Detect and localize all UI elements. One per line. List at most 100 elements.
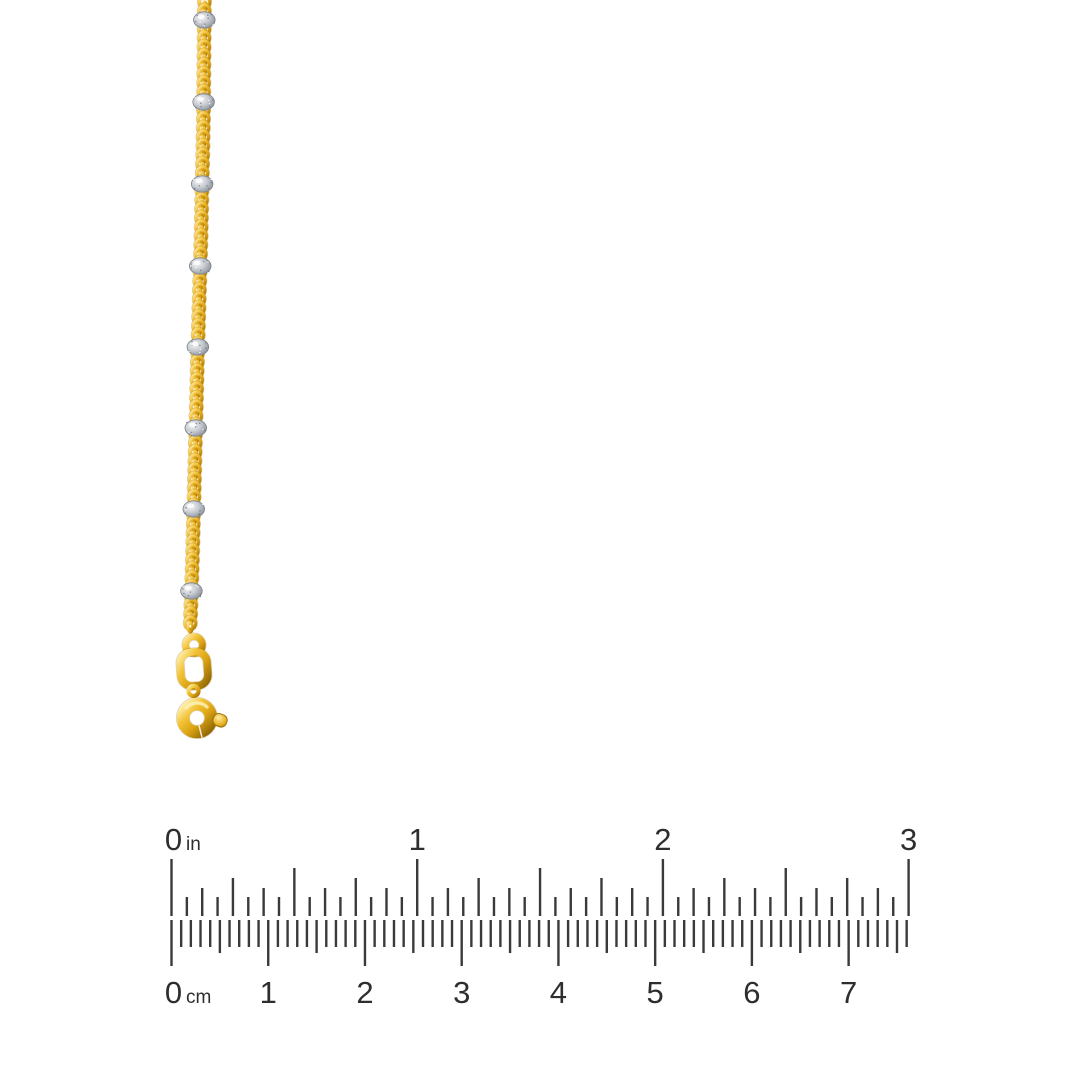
- bead-speckle: [196, 14, 199, 17]
- bead-speckle: [198, 422, 201, 424]
- bead-speckle: [195, 106, 197, 109]
- bead-speckle: [211, 99, 214, 101]
- ruler: 0 in 1 2 30 cm 1 2 3 4 5 6 7: [165, 822, 917, 1010]
- chain-link: [194, 237, 208, 253]
- bead-speckle: [202, 260, 205, 263]
- cm-number-label: 7: [840, 975, 857, 1010]
- bead: [193, 11, 216, 29]
- chain-link: [190, 363, 205, 379]
- bead-speckle: [199, 594, 202, 596]
- chain-link: [188, 444, 203, 460]
- bead-speckle: [207, 187, 210, 190]
- chain-link: [185, 543, 200, 559]
- bead-speckle: [190, 267, 193, 269]
- cm-number-label: 4: [550, 975, 567, 1010]
- bead-speckle: [205, 347, 207, 350]
- bead-speckle: [210, 178, 212, 181]
- bead-speckle: [195, 426, 197, 428]
- inch-unit-label: in: [186, 834, 201, 855]
- chain-link: [194, 219, 209, 235]
- bead-speckle: [193, 187, 196, 190]
- chain-link: [196, 75, 211, 91]
- chain-link: [197, 66, 211, 82]
- bead-speckle: [184, 509, 187, 511]
- bead-speckle: [203, 24, 206, 27]
- chain-link: [187, 480, 202, 496]
- bead-speckle: [199, 348, 202, 350]
- bead-speckle: [198, 184, 200, 187]
- bead-speckle: [186, 421, 188, 424]
- chain-link: [183, 615, 198, 631]
- bead-speckle: [200, 105, 202, 108]
- cm-zero-label: 0: [165, 975, 182, 1010]
- bead-highlight: [186, 503, 195, 508]
- bead-speckle: [209, 105, 211, 108]
- bead-speckle: [199, 344, 201, 347]
- chain-link: [196, 138, 210, 154]
- chain-link: [186, 525, 201, 541]
- chain-link: [188, 435, 203, 451]
- chain-link: [194, 210, 209, 226]
- chain-link: [183, 606, 198, 622]
- bead-speckle: [190, 431, 193, 434]
- chain-link: [186, 534, 200, 550]
- inch-number-label: 2: [654, 822, 671, 857]
- inch-number-label: 1: [409, 822, 426, 857]
- bead-body: [180, 582, 203, 600]
- bead-speckle: [205, 341, 207, 344]
- bead: [190, 175, 214, 193]
- bead-highlight: [184, 585, 192, 590]
- bead-speckle: [198, 513, 200, 516]
- bead-speckle: [195, 584, 197, 587]
- chain-link: [187, 471, 202, 487]
- chain-link: [197, 0, 212, 10]
- bead-speckle: [200, 177, 202, 180]
- bead-speckle: [207, 261, 209, 263]
- bead-speckle: [208, 102, 211, 105]
- chain-link: [185, 552, 200, 568]
- cm-unit-label: cm: [186, 987, 211, 1008]
- bead-speckle: [187, 595, 190, 597]
- bead-speckle: [194, 20, 197, 23]
- chain-link: [195, 156, 210, 172]
- chain-link: [186, 516, 201, 532]
- bead-speckle: [189, 591, 192, 593]
- spring-ring-seam: [198, 725, 203, 738]
- bead-speckle: [199, 21, 201, 23]
- bead-highlight: [189, 422, 197, 427]
- bead-speckle: [210, 181, 212, 184]
- chain-link: [197, 48, 211, 64]
- bead-speckle: [210, 13, 213, 16]
- bead-speckle: [201, 503, 204, 506]
- chain-link-edge: [186, 621, 194, 634]
- bead: [186, 338, 210, 356]
- bead-speckle: [212, 23, 214, 26]
- chain-link: [191, 318, 206, 334]
- chain-link: [185, 561, 200, 577]
- bead-speckle: [204, 23, 206, 25]
- bead-speckle: [207, 14, 209, 16]
- chain-link: [197, 30, 212, 46]
- chain-link: [194, 192, 209, 208]
- chain-link: [191, 309, 206, 325]
- bead-highlight: [191, 341, 199, 346]
- chain-link: [195, 147, 210, 163]
- bead-speckle: [196, 586, 199, 588]
- bead: [184, 419, 208, 437]
- bead-speckle: [208, 99, 210, 102]
- clasp-lever: [212, 713, 228, 728]
- chain-link: [196, 129, 210, 145]
- chain-link: [197, 39, 211, 55]
- bead-body: [186, 338, 210, 356]
- bead-speckle: [206, 185, 208, 187]
- chain-link: [192, 291, 207, 307]
- chain-link: [197, 57, 211, 73]
- cm-number-label: 5: [647, 975, 664, 1010]
- chain-link: [189, 381, 204, 397]
- inch-zero-label: 0: [165, 822, 182, 857]
- cm-number-label: 6: [743, 975, 760, 1010]
- bead-speckle: [207, 17, 209, 19]
- bead-speckle: [206, 259, 209, 262]
- bead-speckle: [203, 429, 206, 431]
